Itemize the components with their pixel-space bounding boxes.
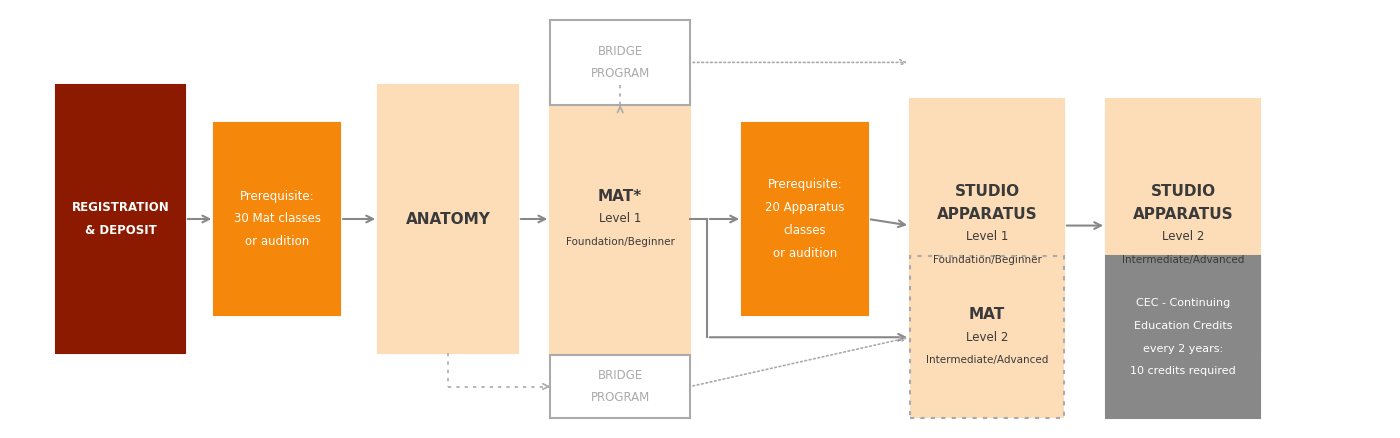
Text: Foundation/Beginner: Foundation/Beginner (932, 255, 1042, 265)
Text: Level 2: Level 2 (1162, 230, 1204, 244)
Text: REGISTRATION: REGISTRATION (71, 201, 169, 214)
Bar (56, 85, 185, 353)
Bar (910, 99, 1064, 353)
Text: Level 1: Level 1 (599, 212, 641, 226)
Text: ANATOMY: ANATOMY (406, 212, 490, 226)
Text: Prerequisite:: Prerequisite: (767, 178, 843, 191)
Text: STUDIO: STUDIO (955, 184, 1019, 199)
Text: BRIDGE: BRIDGE (598, 369, 643, 381)
Text: Level 2: Level 2 (966, 331, 1008, 344)
Text: classes: classes (784, 224, 826, 237)
Text: 30 Mat classes: 30 Mat classes (234, 212, 321, 226)
Bar (550, 355, 690, 418)
Text: PROGRAM: PROGRAM (591, 392, 650, 404)
Bar (1106, 256, 1260, 418)
Text: Level 1: Level 1 (966, 230, 1008, 244)
Text: APPARATUS: APPARATUS (1133, 207, 1233, 222)
Bar (742, 123, 868, 315)
Bar (910, 256, 1064, 418)
Text: BRIDGE: BRIDGE (598, 45, 643, 57)
Text: every 2 years:: every 2 years: (1142, 344, 1224, 353)
Bar (550, 20, 690, 105)
Text: APPARATUS: APPARATUS (937, 207, 1037, 222)
Text: Intermediate/Advanced: Intermediate/Advanced (925, 355, 1049, 365)
Text: PROGRAM: PROGRAM (591, 67, 650, 80)
Bar (1106, 99, 1260, 353)
Text: Prerequisite:: Prerequisite: (239, 190, 315, 203)
Text: STUDIO: STUDIO (1151, 184, 1215, 199)
Text: 20 Apparatus: 20 Apparatus (766, 201, 844, 214)
Text: & DEPOSIT: & DEPOSIT (84, 224, 157, 237)
Bar (378, 85, 518, 353)
Text: 10 credits required: 10 credits required (1130, 367, 1236, 376)
Text: Foundation/Beginner: Foundation/Beginner (566, 237, 675, 247)
Bar (550, 85, 690, 353)
Text: Intermediate/Advanced: Intermediate/Advanced (1121, 255, 1245, 265)
Text: or audition: or audition (245, 235, 309, 248)
Text: MAT*: MAT* (598, 189, 643, 204)
Text: MAT: MAT (969, 307, 1005, 322)
Text: or audition: or audition (773, 247, 837, 260)
Text: CEC - Continuing: CEC - Continuing (1135, 298, 1231, 308)
Bar (214, 123, 340, 315)
Text: Education Credits: Education Credits (1134, 321, 1232, 331)
